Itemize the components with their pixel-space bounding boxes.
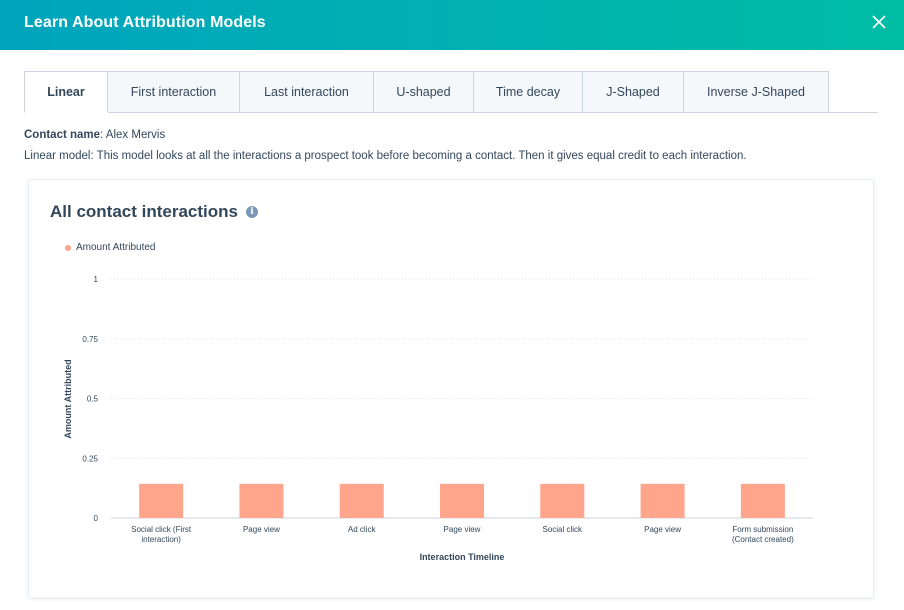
modal-title: Learn About Attribution Models (24, 14, 266, 31)
close-button[interactable] (872, 15, 890, 33)
tab-inverse-j-shaped[interactable]: Inverse J-Shaped (684, 71, 829, 113)
tab-first-interaction[interactable]: First interaction (108, 71, 240, 113)
x-tick-label: Page view (444, 525, 481, 534)
contact-name-label: Contact name (24, 129, 101, 141)
x-tick-label: Social click (542, 525, 583, 534)
bar (740, 483, 785, 518)
x-tick-label: Page view (644, 525, 681, 534)
model-description: Linear model: This model looks at all th… (24, 150, 747, 162)
bar-chart: 0 0.25 0.5 0.75 1 Social click (Firstinteract… (63, 275, 813, 562)
y-tick-label: 0 (94, 514, 99, 523)
model-tabs: Linear First interaction Last interactio… (24, 71, 829, 113)
y-tick-label: 0.25 (82, 454, 98, 463)
contact-name-value: : Alex Mervis (100, 129, 166, 141)
y-axis-title: Amount Attributed (63, 359, 73, 438)
tab-linear[interactable]: Linear (24, 71, 108, 113)
tab-last-interaction[interactable]: Last interaction (240, 71, 374, 113)
card-title-text: All contact interactions (50, 202, 238, 221)
close-icon (872, 15, 886, 29)
chart-card: All contact interactions i Amount Attrib… (28, 179, 874, 598)
x-tick-label: Page view (243, 525, 280, 534)
chart-legend[interactable]: Amount Attributed (65, 242, 156, 253)
x-tick-label: Ad click (348, 525, 377, 534)
legend-label: Amount Attributed (76, 242, 156, 253)
tab-j-shaped[interactable]: J-Shaped (583, 71, 684, 113)
legend-dot (65, 244, 71, 251)
modal-header: Learn About Attribution Models (0, 0, 904, 50)
y-tick-label: 0.75 (82, 335, 98, 344)
x-tick-label: interaction) (141, 535, 181, 544)
bar (540, 483, 585, 518)
tab-time-decay[interactable]: Time decay (474, 71, 583, 113)
x-axis-title: Interaction Timeline (420, 552, 505, 562)
bar (139, 483, 184, 518)
x-tick-label: Form submission (732, 525, 793, 534)
bar (640, 483, 685, 518)
x-tick-label: Social click (First (131, 525, 192, 534)
tab-u-shaped[interactable]: U-shaped (374, 71, 474, 113)
info-icon[interactable]: i (245, 206, 258, 218)
card-title: All contact interactions i (50, 202, 258, 222)
bar (440, 483, 484, 518)
y-tick-label: 0.5 (87, 395, 99, 404)
y-tick-label: 1 (94, 275, 99, 284)
x-tick-label: (Contact created) (732, 535, 794, 544)
bar (339, 483, 384, 518)
contact-info: Contact name: Alex Mervis (24, 129, 165, 141)
bar (239, 483, 284, 518)
